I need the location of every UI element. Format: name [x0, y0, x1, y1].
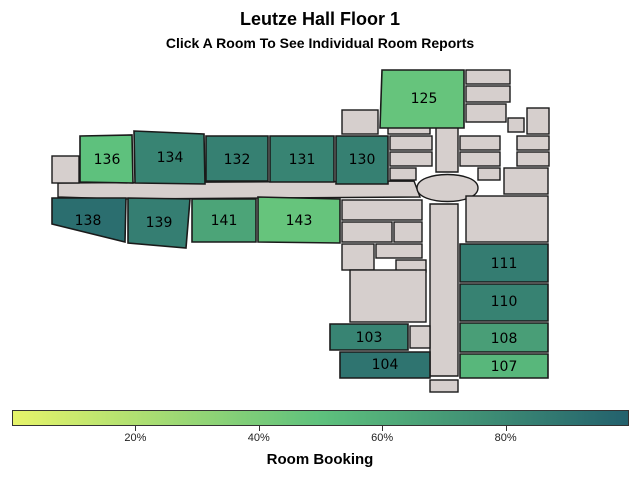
room-110[interactable] [459, 283, 549, 322]
room-sw-4 [341, 243, 375, 271]
room-ne-6 [503, 167, 549, 195]
room-nw-1 [341, 109, 379, 135]
room-north-4 [526, 107, 550, 135]
room-north-2 [465, 85, 511, 103]
room-139[interactable] [127, 197, 191, 249]
room-nw-4 [389, 151, 433, 167]
room-104[interactable] [339, 351, 431, 379]
legend-tick-label: 80% [494, 432, 517, 444]
room-ne-3 [477, 167, 501, 181]
room-111[interactable] [459, 243, 549, 283]
room-north-1 [465, 69, 511, 85]
room-s-1 [429, 379, 459, 393]
floor-plan-map: 125 136 134 132 131 130 138 139 141 143 … [51, 69, 550, 393]
legend-tick [505, 426, 507, 431]
room-sw-2 [341, 221, 393, 243]
room-130[interactable] [335, 135, 389, 185]
booked-rooms[interactable] [51, 69, 549, 379]
legend-tick-label: 20% [124, 432, 147, 444]
room-107[interactable] [459, 353, 549, 379]
room-north-5 [507, 117, 525, 133]
room-131[interactable] [269, 135, 335, 183]
legend-tick-label: 40% [247, 432, 270, 444]
room-north-3 [465, 103, 507, 123]
room-134[interactable] [133, 130, 206, 185]
room-ne-5 [516, 151, 550, 167]
room-132[interactable] [205, 135, 269, 182]
vertical-corridor [429, 103, 459, 377]
room-141[interactable] [191, 198, 257, 243]
map-title: Leutze Hall Floor 1 [239, 9, 401, 29]
legend-tick [258, 426, 260, 431]
room-sw-7 [349, 269, 427, 323]
room-ne-4 [516, 135, 550, 151]
room-sw-8 [409, 325, 431, 349]
room-136[interactable] [79, 134, 134, 184]
room-ne-2 [459, 151, 501, 167]
stair-west [51, 155, 80, 184]
room-143[interactable] [257, 196, 341, 244]
legend-tick [135, 426, 137, 431]
room-ne-1 [459, 135, 501, 151]
room-sw-3 [393, 221, 423, 243]
room-sw-1 [341, 199, 423, 221]
room-nw-5 [389, 167, 417, 181]
legend-title: Room Booking [266, 451, 374, 468]
room-nw-3 [389, 135, 433, 151]
color-scale-bar [12, 410, 629, 426]
room-se-1 [465, 195, 549, 243]
legend-tick [382, 426, 384, 431]
room-sw-5 [375, 243, 423, 259]
room-108[interactable] [459, 322, 549, 353]
map-subtitle: Click A Room To See Individual Room Repo… [165, 35, 475, 51]
legend-tick-label: 60% [371, 432, 394, 444]
central-atrium [416, 173, 479, 203]
room-138[interactable] [51, 197, 127, 244]
room-125[interactable] [379, 69, 465, 129]
room-103[interactable] [329, 323, 409, 351]
